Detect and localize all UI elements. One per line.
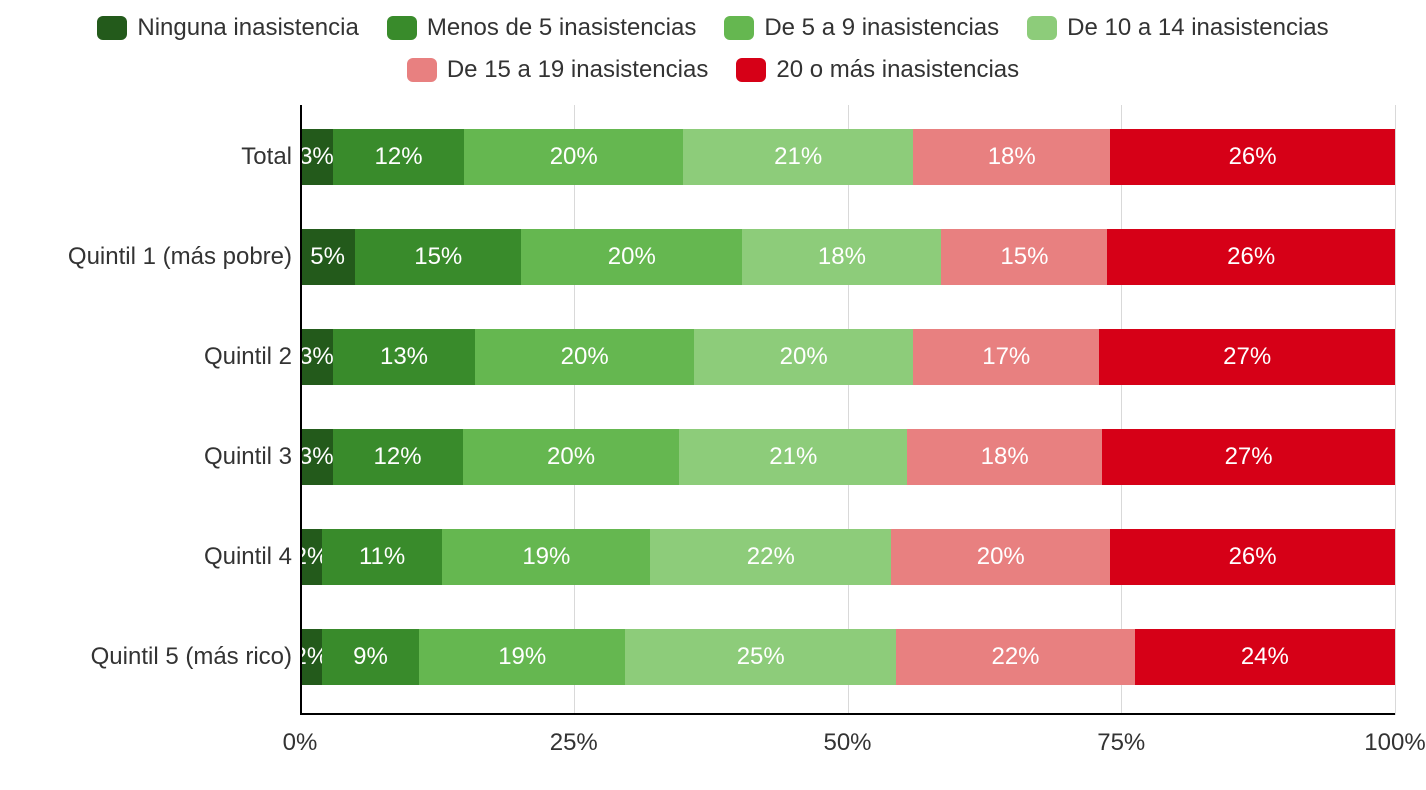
bar-segment: 20% xyxy=(891,529,1110,585)
bar-row: Total3%12%20%21%18%26% xyxy=(300,129,1395,185)
bar-segment: 20% xyxy=(694,329,913,385)
legend-label-2: De 5 a 9 inasistencias xyxy=(764,14,999,42)
bar-row: Quintil 1 (más pobre)5%15%20%18%15%26% xyxy=(300,229,1395,285)
bar-segment: 20% xyxy=(463,429,680,485)
legend-item-4: De 15 a 19 inasistencias xyxy=(407,56,709,84)
legend-swatch-1 xyxy=(387,16,417,40)
category-label: Quintil 2 xyxy=(204,343,300,371)
legend-label-4: De 15 a 19 inasistencias xyxy=(447,56,709,84)
bar-row: Quintil 23%13%20%20%17%27% xyxy=(300,329,1395,385)
category-label: Quintil 4 xyxy=(204,543,300,571)
bar-segment: 26% xyxy=(1107,229,1395,285)
x-tick-label: 50% xyxy=(823,715,871,757)
bar-segment: 27% xyxy=(1099,329,1395,385)
x-axis-line xyxy=(300,713,1395,715)
gridline xyxy=(1395,105,1396,715)
bar-segment: 18% xyxy=(907,429,1102,485)
bar-segment: 12% xyxy=(333,129,464,185)
bar-segment: 22% xyxy=(896,629,1135,685)
bar-row: Quintil 33%12%20%21%18%27% xyxy=(300,429,1395,485)
plot-area: 0%25%50%75%100%Total3%12%20%21%18%26%Qui… xyxy=(300,105,1395,715)
legend-row-1: Ninguna inasistencia Menos de 5 inasiste… xyxy=(0,14,1426,42)
bar-segment: 5% xyxy=(300,229,355,285)
bar-segment: 19% xyxy=(419,629,625,685)
category-label: Quintil 1 (más pobre) xyxy=(68,243,300,271)
gridline xyxy=(574,105,575,715)
bar-segment: 25% xyxy=(625,629,896,685)
legend-label-0: Ninguna inasistencia xyxy=(137,14,358,42)
bar-segment: 18% xyxy=(742,229,941,285)
bar-segment: 20% xyxy=(475,329,694,385)
category-label: Total xyxy=(241,143,300,171)
bar-segment: 12% xyxy=(333,429,463,485)
bar-segment: 9% xyxy=(322,629,420,685)
stacked-bar-chart: Ninguna inasistencia Menos de 5 inasiste… xyxy=(0,0,1426,790)
bar-segment: 21% xyxy=(679,429,907,485)
bar-segment: 20% xyxy=(521,229,742,285)
legend-item-0: Ninguna inasistencia xyxy=(97,14,358,42)
bar-row: Quintil 5 (más rico)2%9%19%25%22%24% xyxy=(300,629,1395,685)
x-tick-label: 0% xyxy=(283,715,318,757)
gridline xyxy=(1121,105,1122,715)
legend-label-3: De 10 a 14 inasistencias xyxy=(1067,14,1329,42)
bar-segment: 11% xyxy=(322,529,442,585)
legend-swatch-5 xyxy=(736,58,766,82)
legend-item-3: De 10 a 14 inasistencias xyxy=(1027,14,1329,42)
bar-segment: 21% xyxy=(683,129,913,185)
legend-item-2: De 5 a 9 inasistencias xyxy=(724,14,999,42)
bar-segment: 3% xyxy=(300,129,333,185)
bar-row: Quintil 42%11%19%22%20%26% xyxy=(300,529,1395,585)
bar-segment: 13% xyxy=(333,329,475,385)
bar-segment: 20% xyxy=(464,129,683,185)
bar-segment: 3% xyxy=(300,329,333,385)
legend-item-1: Menos de 5 inasistencias xyxy=(387,14,696,42)
y-axis-line xyxy=(300,105,302,715)
category-label: Quintil 5 (más rico) xyxy=(91,643,300,671)
bar-segment: 18% xyxy=(913,129,1110,185)
legend-label-1: Menos de 5 inasistencias xyxy=(427,14,696,42)
bar-segment: 2% xyxy=(300,529,322,585)
bar-segment: 2% xyxy=(300,629,322,685)
legend-label-5: 20 o más inasistencias xyxy=(776,56,1019,84)
gridline xyxy=(848,105,849,715)
x-tick-label: 25% xyxy=(550,715,598,757)
bar-segment: 26% xyxy=(1110,129,1395,185)
bar-segment: 15% xyxy=(355,229,521,285)
legend-swatch-4 xyxy=(407,58,437,82)
bar-segment: 26% xyxy=(1110,529,1395,585)
bar-segment: 27% xyxy=(1102,429,1395,485)
legend-swatch-0 xyxy=(97,16,127,40)
bar-segment: 24% xyxy=(1135,629,1395,685)
legend-swatch-3 xyxy=(1027,16,1057,40)
legend-item-5: 20 o más inasistencias xyxy=(736,56,1019,84)
bar-segment: 19% xyxy=(442,529,650,585)
x-tick-label: 75% xyxy=(1097,715,1145,757)
bar-segment: 3% xyxy=(300,429,333,485)
bar-segment: 22% xyxy=(650,529,891,585)
bar-segment: 15% xyxy=(941,229,1107,285)
legend-row-2: De 15 a 19 inasistencias 20 o más inasis… xyxy=(0,56,1426,84)
category-label: Quintil 3 xyxy=(204,443,300,471)
legend-swatch-2 xyxy=(724,16,754,40)
x-tick-label: 100% xyxy=(1364,715,1425,757)
bar-segment: 17% xyxy=(913,329,1099,385)
